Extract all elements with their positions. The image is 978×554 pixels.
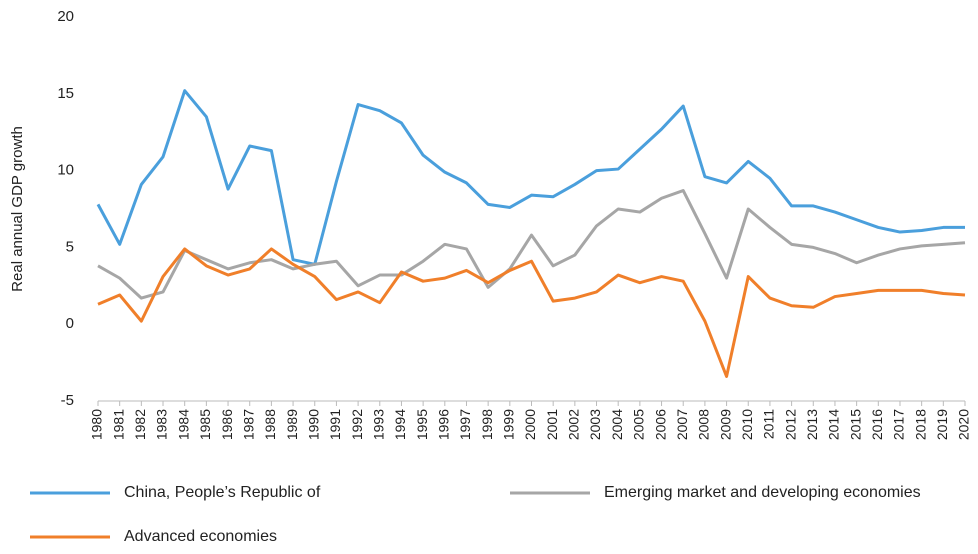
x-tick-label: 2000: [522, 409, 538, 440]
x-tick-label: 1991: [327, 409, 343, 440]
legend-label: Advanced economies: [124, 528, 277, 545]
x-tick-label: 2003: [587, 409, 603, 440]
x-tick-label: 2008: [696, 409, 712, 440]
x-tick-label: 1981: [110, 409, 126, 440]
x-tick-label: 2016: [869, 409, 885, 440]
legend-label: China, People’s Republic of: [124, 484, 321, 501]
x-tick-label: 1994: [392, 409, 408, 440]
y-tick-label: 20: [57, 8, 74, 25]
x-tick-label: 2020: [956, 409, 972, 440]
x-tick-label: 1995: [414, 409, 430, 440]
y-tick-label: -5: [61, 392, 74, 409]
x-tick-label: 1990: [305, 409, 321, 440]
series-line: [96, 89, 965, 266]
x-tick-label: 1986: [219, 409, 235, 440]
x-tick-label: 1998: [479, 409, 495, 440]
x-tick-label: 1982: [132, 409, 148, 440]
x-tick-label: 2011: [761, 409, 777, 439]
x-tick-label: 1996: [436, 409, 452, 440]
x-tick-label: 1997: [457, 409, 473, 440]
x-tick-label: 1993: [370, 409, 386, 440]
x-tick-label: 1983: [154, 409, 170, 440]
x-tick-label: 2009: [717, 409, 733, 440]
x-tick-label: 1985: [197, 409, 213, 440]
x-tick-label: 1980: [89, 409, 105, 440]
series-line: [97, 189, 966, 300]
legend-label: Emerging market and developing economies: [604, 484, 921, 501]
y-tick-label: 10: [57, 162, 74, 179]
x-tick-label: 2013: [804, 409, 820, 440]
x-tick-label: 2001: [544, 409, 560, 440]
x-tick-label: 1992: [349, 409, 365, 440]
x-tick-label: 2019: [934, 409, 950, 440]
x-tick-label: 2010: [739, 409, 755, 440]
x-tick-label: 1987: [240, 409, 256, 440]
x-tick-label: 2006: [652, 409, 668, 440]
x-tick-label: 2004: [609, 409, 625, 440]
x-tick-label: 1989: [284, 409, 300, 440]
x-tick-label: 2014: [826, 409, 842, 440]
x-tick-label: 1999: [501, 409, 517, 440]
x-tick-label: 2018: [912, 409, 928, 440]
series-line: [97, 247, 966, 378]
x-tick-label: 2012: [782, 409, 798, 440]
x-tick-label: 2005: [631, 409, 647, 440]
y-tick-label: 5: [66, 238, 74, 255]
x-tick-label: 2017: [891, 409, 907, 440]
x-tick-label: 1988: [262, 409, 278, 440]
x-tick-label: 2015: [847, 409, 863, 440]
x-tick-label: 1984: [175, 409, 191, 440]
x-tick-label: 2002: [566, 409, 582, 440]
y-tick-label: 0: [66, 315, 74, 332]
x-tick-label: 2007: [674, 409, 690, 440]
y-tick-label: 15: [57, 85, 74, 102]
y-axis-label: Real annual GDP growth: [9, 126, 26, 292]
